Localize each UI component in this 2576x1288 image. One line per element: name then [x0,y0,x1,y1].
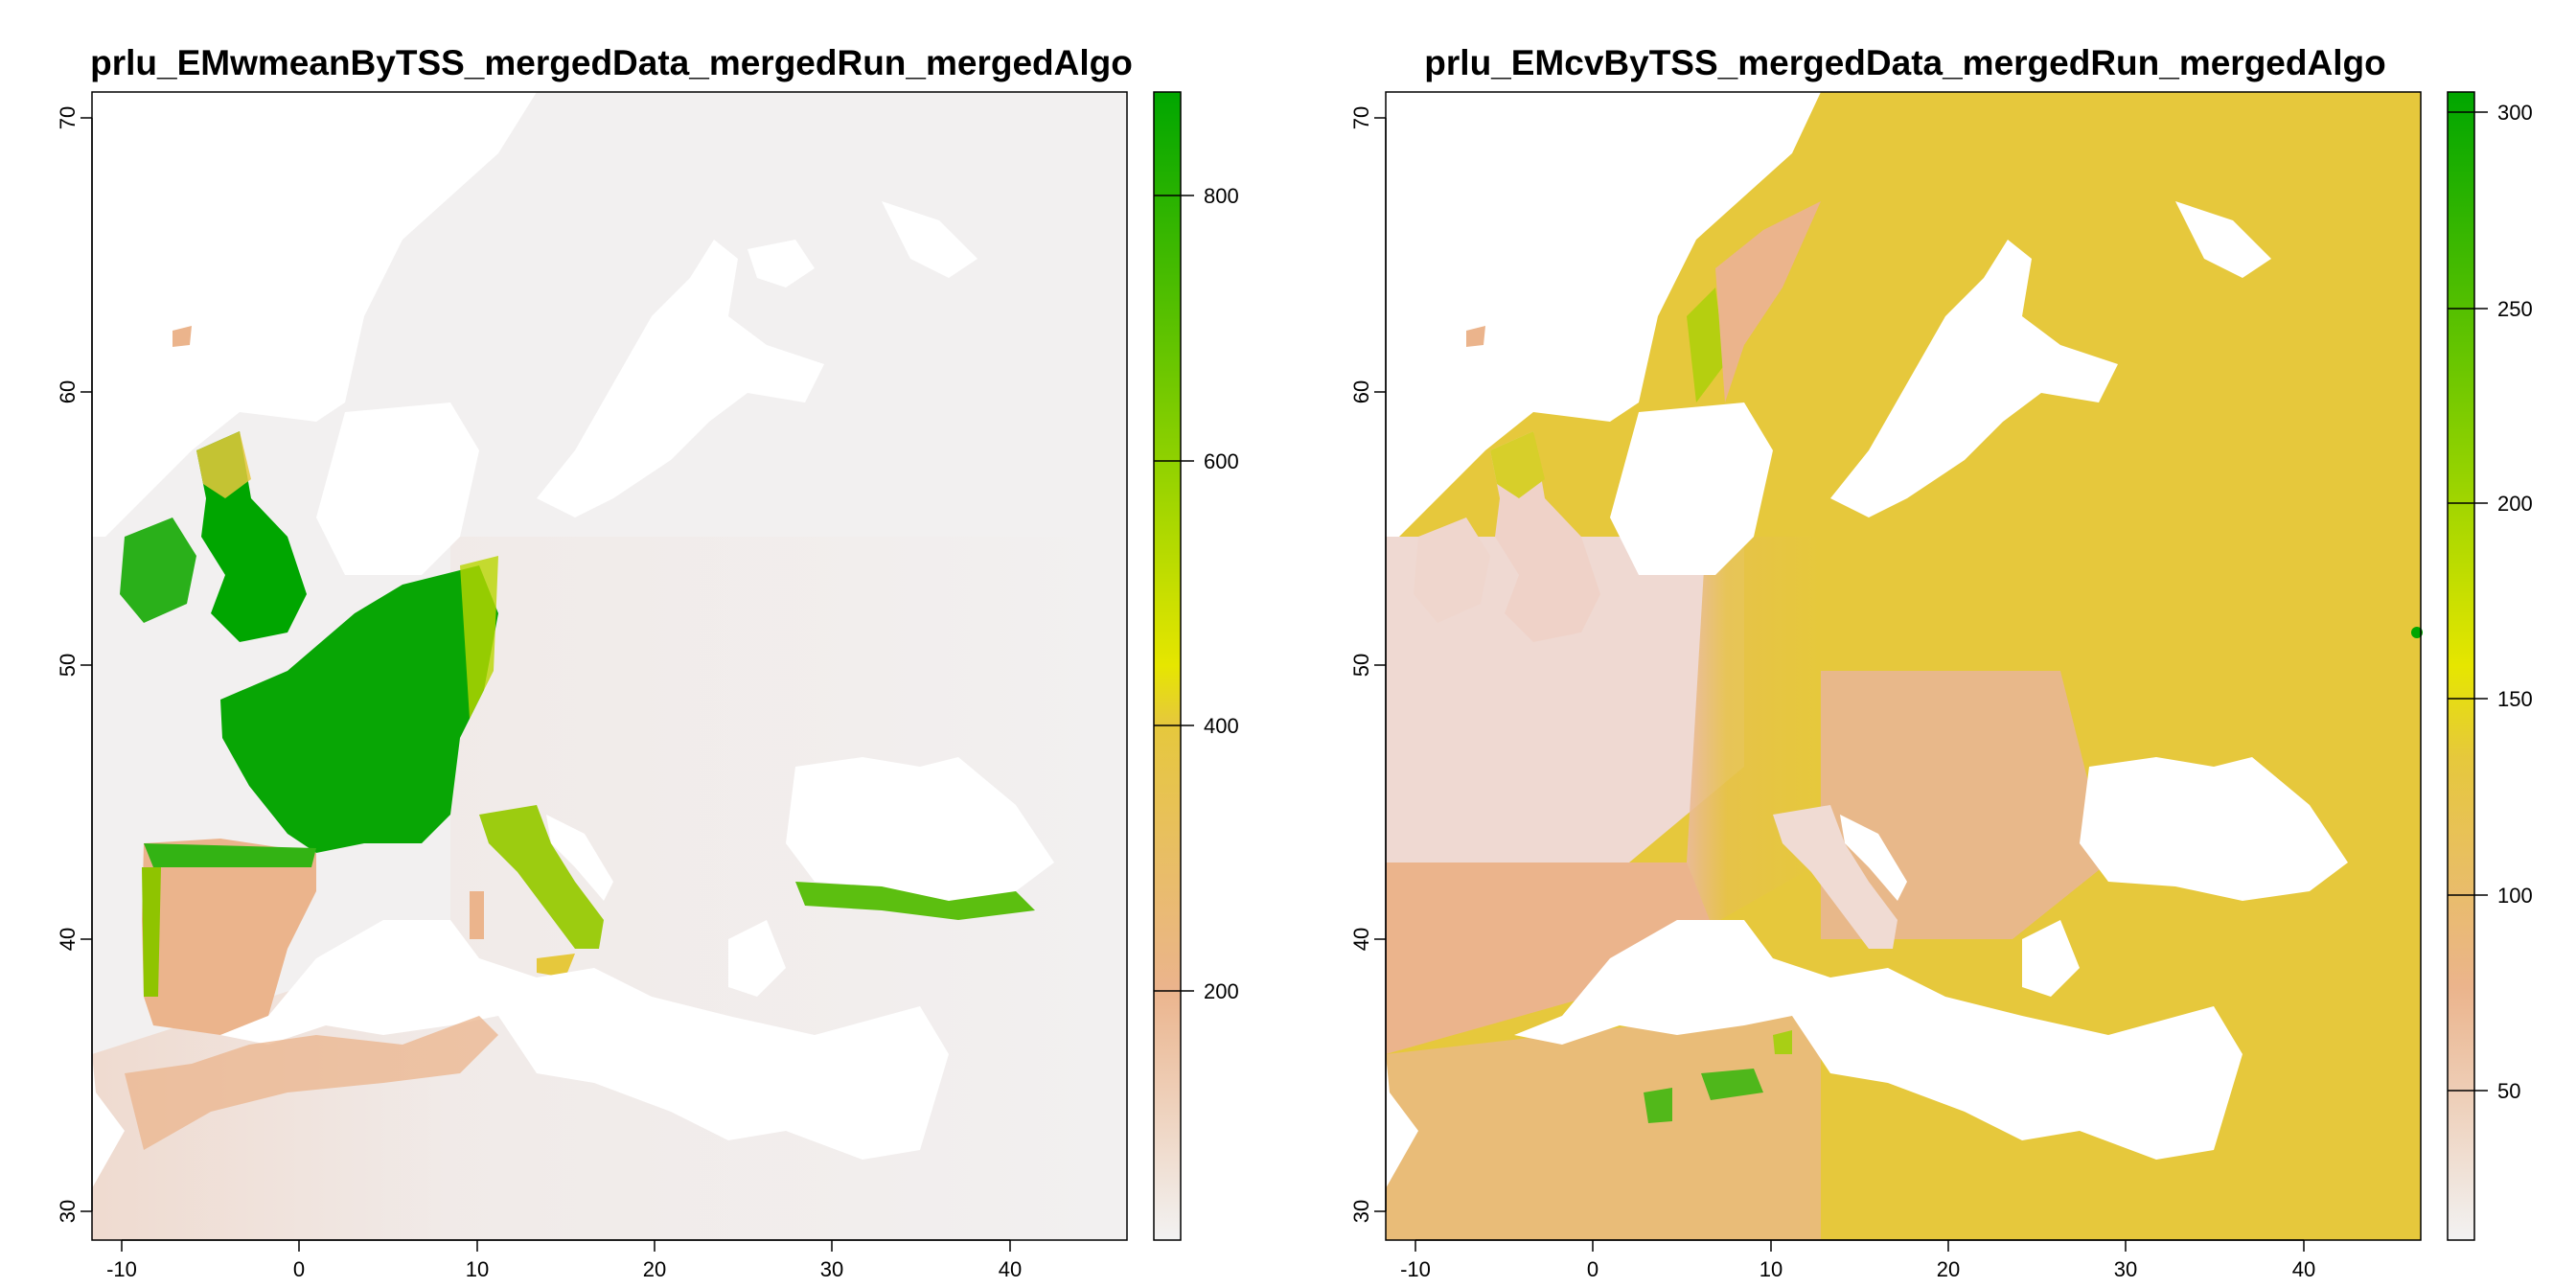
left-y-tick-label: 50 [56,654,80,677]
left-legend-label: 400 [1204,714,1239,738]
right-map-aegean [2022,920,2080,997]
right-map-atlantic [1386,92,1821,537]
right-y-tick-label: 50 [1349,654,1373,677]
left-color-legend: 200 400 600 800 [1153,91,1239,1241]
right-map [1385,91,2423,1241]
left-legend-label: 600 [1204,449,1239,473]
left-map-baltic-sea [537,240,824,518]
left-legend-bar [1153,91,1182,1241]
left-x-tick-marks [121,1240,1011,1252]
right-y-axis: 30 40 50 60 70 [1349,106,1387,1223]
left-map-white-sea [882,201,978,278]
right-map-north-sea [1610,402,1773,575]
left-map-faroe [172,326,192,347]
left-map-aegean [728,920,786,997]
left-map-iberia [142,839,316,1035]
left-map-ireland [120,518,196,623]
left-map-east-edge [1102,575,1127,652]
right-panel-title: prlu_EMcvByTSS_mergedData_mergedRun_merg… [1424,43,2385,82]
left-map-north-africa [125,1016,498,1150]
left-map-portugal [142,867,161,997]
left-map-sw-atlantic [92,1054,125,1240]
right-map-east-edge-dot [2411,627,2423,638]
left-map-atlantic [92,92,537,537]
right-color-legend: 50 100 150 200 250 300 [2447,91,2533,1241]
left-map-rhine [460,556,498,719]
right-y-tick-label: 30 [1349,1200,1373,1223]
left-map-adriatic [546,815,613,901]
left-x-tick-label: 40 [999,1257,1022,1281]
left-map-black-sea [786,757,1054,901]
left-y-tick-label: 60 [56,380,80,403]
right-y-tick-label: 70 [1349,106,1373,129]
left-map-turkey-coast [795,882,1035,920]
right-legend-label: 50 [2497,1079,2520,1103]
right-map-faroe [1466,326,1485,347]
right-map-iberia-region [1386,862,1725,1054]
right-map-mediterranean [1514,920,2242,1160]
left-map-sicily [537,954,575,978]
right-map-white-sea [2175,201,2271,278]
right-map-baltic-sea [1830,240,2118,518]
right-map-adriatic [1840,815,1907,901]
right-panel: prlu_EMcvByTSS_mergedData_mergedRun_merg… [1349,43,2533,1281]
right-legend-label: 200 [2497,492,2533,516]
right-legend-label: 100 [2497,884,2533,908]
left-map-gulf [748,240,815,288]
right-x-tick-label: 0 [1587,1257,1598,1281]
left-map-north-sea [316,402,479,575]
left-y-axis: 30 40 50 60 70 [56,106,93,1223]
right-x-tick-label: -10 [1400,1257,1431,1281]
right-map-ireland [1414,518,1490,623]
left-map-iberia-north [144,843,316,867]
left-x-tick-label: 0 [293,1257,305,1281]
right-map-sw-atlantic [1386,1054,1418,1240]
right-legend-bar [2447,91,2475,1241]
right-map-atlas-green-east [1701,1069,1763,1100]
right-map-africa-region [1386,1016,1821,1240]
right-x-tick-label: 10 [1760,1257,1782,1281]
left-panel: prlu_EMwmeanByTSS_mergedData_mergedRun_m… [56,43,1239,1281]
right-map-atlas-green [1644,1088,1672,1123]
left-map-scandinavia [537,92,1127,249]
left-panel-title: prlu_EMwmeanByTSS_mergedData_mergedRun_m… [90,43,1133,82]
right-x-tick-label: 20 [1937,1257,1960,1281]
right-map-norway [1687,288,1725,402]
left-x-tick-label: -10 [106,1257,137,1281]
left-map-mediterranean [220,920,949,1160]
right-x-tick-label: 30 [2114,1257,2137,1281]
right-legend-label: 150 [2497,687,2533,711]
left-map-scotland [196,431,251,498]
right-y-tick-label: 40 [1349,928,1373,951]
right-x-tick-label: 40 [2292,1257,2315,1281]
right-map-scandinavia-south [1715,201,1821,402]
left-y-tick-label: 40 [56,928,80,951]
right-y-tick-label: 60 [1349,380,1373,403]
left-x-axis: -10 0 10 20 30 40 [106,1239,1022,1281]
left-legend-label: 200 [1204,979,1239,1003]
right-legend-label: 300 [2497,101,2533,125]
right-x-axis: -10 0 10 20 30 40 [1400,1239,2315,1281]
left-y-tick-label: 70 [56,106,80,129]
left-x-tick-label: 30 [820,1257,843,1281]
left-x-tick-label: 20 [643,1257,666,1281]
left-map-sardinia [470,891,484,939]
left-map-france [220,565,498,853]
left-x-tick-label: 10 [466,1257,489,1281]
right-map-italy [1773,805,1898,949]
right-legend-label: 250 [2497,297,2533,321]
left-map [91,91,1128,1241]
left-y-tick-label: 30 [56,1200,80,1223]
right-map-west-pale [1386,537,1744,862]
right-map-tunisia-green [1773,1030,1792,1054]
left-legend-label: 800 [1204,184,1239,208]
left-map-italy [479,805,604,949]
right-map-black-sea [2080,757,2348,901]
right-map-scotland [1490,431,1545,498]
